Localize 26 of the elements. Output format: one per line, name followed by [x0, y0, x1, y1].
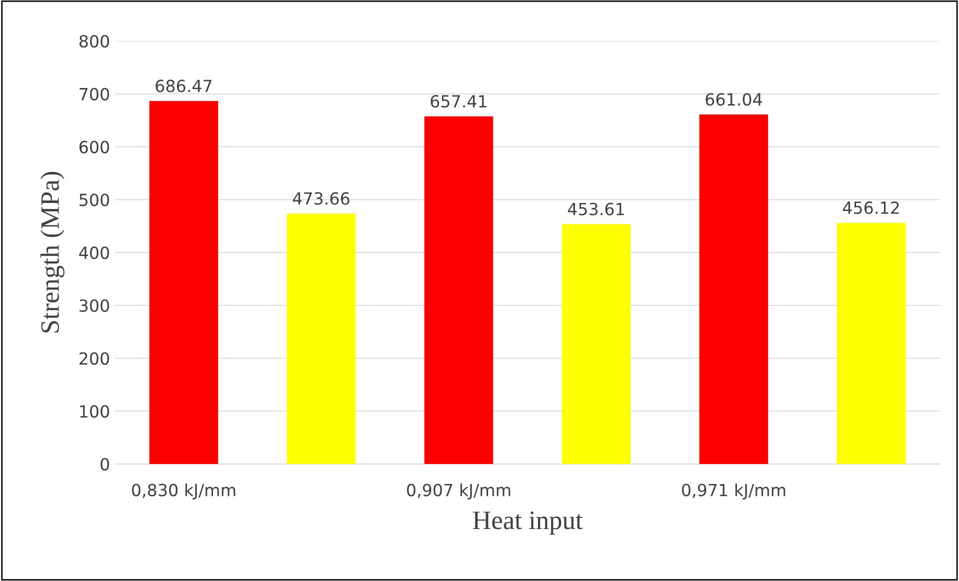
y-tick-label: 500 [80, 194, 110, 206]
y-tick-label: 600 [79, 140, 110, 154]
data-label: 456.12 [842, 201, 899, 214]
x-axis-title: Heat input [472, 512, 583, 535]
y-tick-label: 100 [80, 405, 110, 418]
bar [424, 116, 494, 464]
bar [836, 222, 906, 464]
x-tick-label: 0,907 kJ/mm [407, 483, 510, 500]
bar [699, 114, 768, 464]
y-tick-label: 400 [79, 246, 110, 260]
x-tick-label: 0,971 kJ/mm [682, 483, 786, 500]
data-label: 473.66 [292, 192, 350, 205]
y-tick-label: 0 [100, 458, 110, 471]
y-tick-label: 800 [79, 34, 110, 48]
bar [562, 224, 631, 464]
y-tick-label: 700 [80, 88, 110, 100]
y-tick-label: 200 [80, 352, 110, 365]
y-axis-title: Strength (MPa) [40, 172, 64, 332]
data-label: 686.47 [156, 80, 212, 92]
y-tick-label: 300 [80, 299, 110, 312]
bar [286, 214, 356, 464]
data-label: 453.61 [568, 202, 624, 216]
x-tick-label: 0,830 kJ/mm [132, 483, 236, 500]
bar [149, 101, 218, 464]
data-label: 657.41 [430, 95, 486, 108]
data-label: 661.04 [706, 93, 762, 106]
